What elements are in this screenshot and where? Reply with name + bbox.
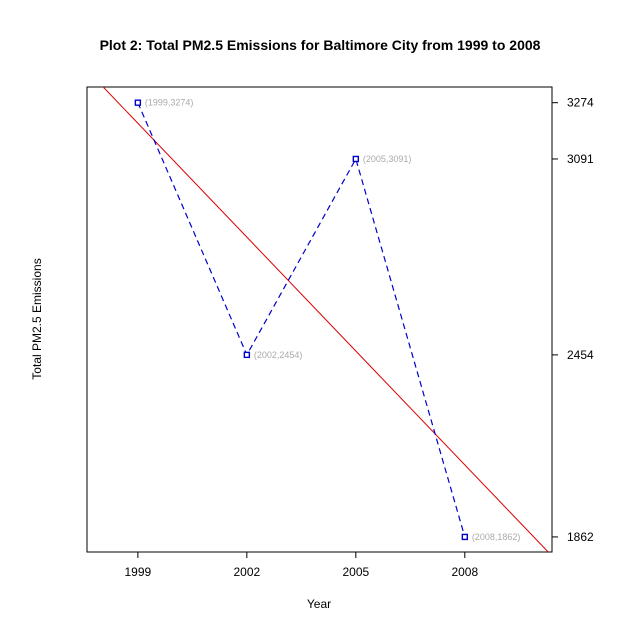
data-point-label: (1999,3274) <box>145 98 194 108</box>
chart-title: Plot 2: Total PM2.5 Emissions for Baltim… <box>100 37 541 53</box>
series-layer: (1999,3274) (2002,2454) (2005,3091) (2008,1… <box>134 98 521 542</box>
plot-frame <box>86 86 553 553</box>
data-point <box>134 99 142 106</box>
data-point <box>461 533 469 541</box>
data-point-label: (2002,2454) <box>254 350 303 360</box>
y-axis: 1862 2454 3091 3274 <box>551 96 594 544</box>
trend-line-layer <box>102 87 549 552</box>
x-tick-label: 2005 <box>342 565 369 579</box>
x-axis: 1999 2002 2005 2008 <box>125 551 478 579</box>
y-tick-label: 1862 <box>567 530 594 544</box>
x-axis-label: Year <box>307 597 331 611</box>
series-line <box>137 102 466 538</box>
x-tick-label: 2002 <box>233 565 260 579</box>
x-tick-label: 1999 <box>125 565 152 579</box>
y-tick-label: 3091 <box>567 152 594 166</box>
trend-line <box>102 87 549 552</box>
x-tick-label: 2008 <box>451 565 478 579</box>
y-axis-label: Total PM2.5 Emissions <box>30 258 44 379</box>
data-point <box>243 351 251 359</box>
y-tick-label: 2454 <box>567 348 594 362</box>
data-point <box>352 155 360 163</box>
y-tick-label: 3274 <box>567 96 594 110</box>
data-point-label: (2008,1862) <box>472 532 521 542</box>
data-point-label: (2005,3091) <box>363 154 412 164</box>
